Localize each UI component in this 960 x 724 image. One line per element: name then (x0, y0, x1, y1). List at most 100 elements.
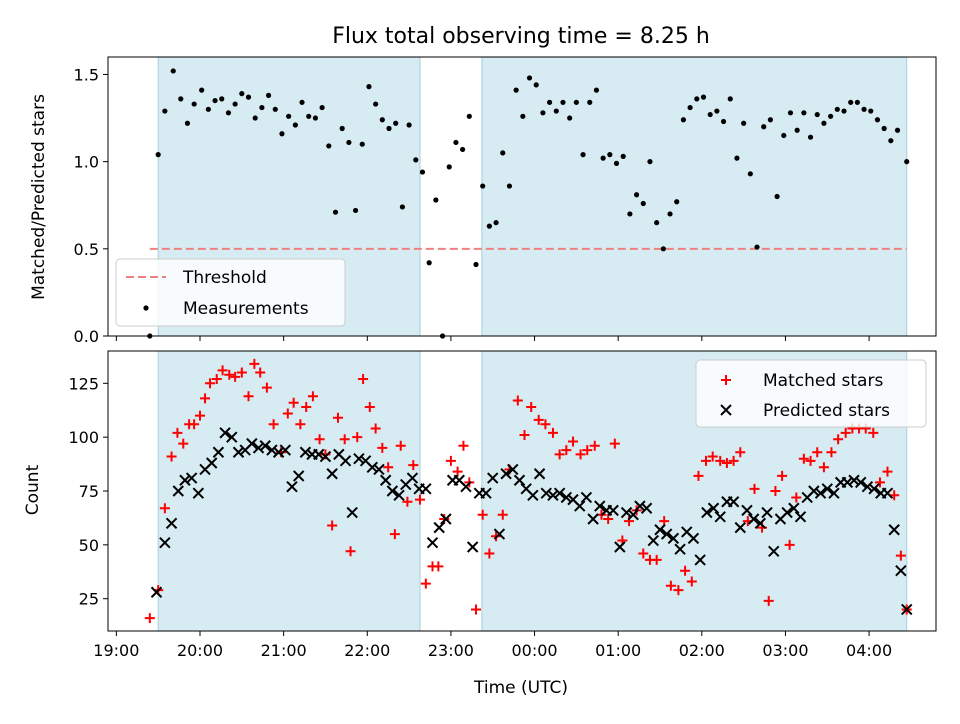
predicted-star-point (808, 485, 820, 497)
predicted-star-point (788, 502, 800, 514)
predicted-star-point (895, 564, 907, 577)
ratio-legend: Threshold Measurements (115, 258, 346, 327)
measurement-point (620, 153, 626, 159)
matched-star-point (715, 455, 726, 466)
measurement-point (587, 99, 593, 105)
measurement-point (299, 99, 305, 105)
matched-star-point (749, 483, 760, 494)
predicted-star-point (165, 517, 178, 530)
measurement-point (205, 106, 211, 112)
matched-star-point (701, 455, 711, 466)
bottom-y-axis-label: Count (23, 464, 43, 515)
threshold-legend-label: Threshold (182, 268, 267, 288)
predicted-star-point (279, 444, 292, 456)
predicted-star-point (366, 461, 378, 474)
matched-star-point (383, 462, 394, 473)
matched-star-point (314, 434, 325, 445)
x-tick-label: 02:00 (679, 641, 725, 660)
bottom-y-tick-label: 100 (68, 428, 99, 447)
matched-star-point (707, 451, 718, 462)
measurement-point (848, 99, 854, 105)
measurements-legend-swatch (143, 305, 149, 311)
matched-star-point (395, 440, 406, 451)
matched-star-point (575, 449, 586, 460)
x-tick-label: 21:00 (261, 641, 307, 660)
measurement-point (560, 99, 566, 105)
measurement-point (868, 108, 874, 114)
measurement-point (413, 157, 419, 163)
predicted-star-point (640, 502, 653, 514)
predicted-star-point (326, 468, 338, 480)
predicted-star-point (393, 489, 405, 502)
bottom-y-tick-label: 125 (68, 374, 99, 393)
measurement-point (794, 127, 800, 133)
predicted-star-point (547, 489, 559, 502)
predicted-star-point (339, 455, 352, 467)
matched-star-point (414, 494, 425, 505)
predicted-star-point (373, 463, 385, 476)
predicted-star-point (286, 480, 298, 493)
predicted-star-point (647, 534, 660, 547)
matched-star-point (497, 509, 508, 520)
measurement-point (162, 108, 168, 114)
matched-star-point (307, 391, 318, 402)
predicted-star-point (855, 476, 867, 489)
predicted-star-point (440, 513, 452, 525)
counts-legend: Matched stars Predicted stars (695, 359, 927, 428)
predicted-star-point (667, 532, 680, 545)
predicted-star-point (761, 506, 773, 519)
predicted-star-point (272, 446, 285, 458)
predicted-star-point (768, 545, 780, 558)
measurement-point (567, 115, 573, 121)
predicted-star-point (206, 457, 218, 469)
measurement-point (888, 138, 894, 144)
matched-star-point (224, 369, 235, 380)
counts-panel: 25 50 75 100 125 19:00 20:00 21:00 22:00 23:00 00:… (68, 350, 937, 660)
matched-star-point (526, 402, 537, 412)
matched-star-point (686, 576, 697, 587)
matched-star-point (339, 434, 350, 445)
matched-star-point (471, 604, 481, 615)
x-tick-label: 20:00 (177, 641, 223, 660)
matched-star-point (255, 367, 266, 378)
matched-star-point (798, 453, 809, 464)
matched-star-point (358, 374, 369, 384)
measurement-point (687, 104, 693, 111)
measurement-point (834, 106, 840, 112)
matched-star-point (268, 419, 279, 430)
measurement-point (406, 122, 412, 128)
measurement-point (821, 120, 827, 126)
measurement-point (841, 108, 847, 114)
predicted-star-point (460, 480, 472, 493)
predicted-star-point (480, 487, 492, 499)
matched-star-point (680, 565, 691, 576)
matched-star-point (693, 470, 704, 481)
matched-star-point (547, 427, 558, 438)
predicted-star-point (513, 474, 526, 486)
measurement-point (747, 171, 753, 177)
matched-star-point (236, 367, 247, 378)
predicted-star-point (426, 536, 439, 549)
matched-star-point (770, 486, 781, 496)
matched-star-point (144, 613, 155, 624)
measurement-point (480, 183, 486, 189)
measurement-point (352, 207, 359, 214)
measurements-legend-label: Measurements (183, 299, 309, 319)
predicted-star-point (379, 474, 392, 486)
predicted-star-point (794, 511, 807, 523)
top-y-tick-label: 0.0 (74, 327, 99, 346)
measurement-point (807, 134, 814, 140)
measurement-point (453, 139, 459, 146)
matched-star-point (452, 466, 463, 477)
matched-star-point (433, 561, 444, 572)
measurement-point (426, 260, 432, 266)
measurement-point (419, 169, 426, 175)
predicted-star-point (634, 500, 646, 512)
measurement-point (319, 104, 325, 111)
measurement-point (647, 159, 653, 165)
matched-star-point (895, 550, 906, 561)
predicted-legend-label: Predicted stars (763, 401, 890, 421)
matched-star-point (402, 496, 413, 507)
predicted-star-point (888, 524, 900, 536)
